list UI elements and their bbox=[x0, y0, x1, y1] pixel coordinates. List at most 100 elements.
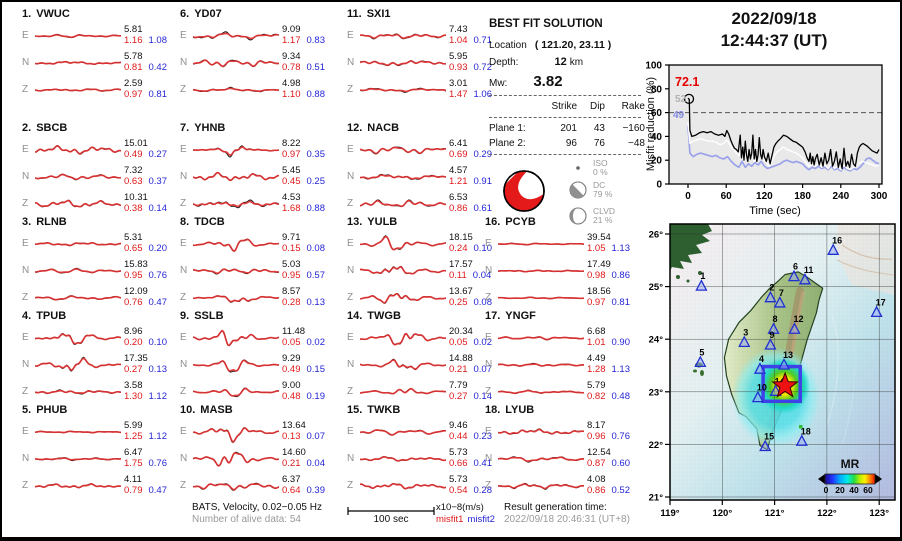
trace-values: 2.59 0.97 0.81 bbox=[124, 78, 167, 100]
synthetic-trace bbox=[35, 267, 121, 273]
amplitude-value: 10.31 bbox=[124, 192, 148, 203]
plane1-label: Plane 1: bbox=[489, 123, 526, 134]
amplitude-value: 12.54 bbox=[587, 447, 611, 458]
misfit1-value: 0.25 bbox=[449, 296, 468, 308]
station-triangle-icon bbox=[827, 243, 840, 255]
misfit1-value: 0.87 bbox=[587, 457, 606, 469]
trace-values: 5.45 0.45 0.25 bbox=[282, 165, 325, 187]
channel-label: E bbox=[347, 144, 354, 155]
clvd-pct: 21 % bbox=[593, 215, 613, 225]
waveform-row: N 12.54 0.87 0.60 bbox=[485, 445, 643, 472]
waveform-row: E 8.17 0.96 0.76 bbox=[485, 418, 643, 445]
station-triangle-icon bbox=[773, 296, 786, 308]
station-number: 13. bbox=[347, 216, 363, 228]
waveform-row: E 18.15 0.24 0.10 bbox=[347, 230, 505, 257]
misfit2-value: 0.83 bbox=[306, 34, 326, 46]
amplitude-value: 9.00 bbox=[282, 380, 301, 391]
origin-date: 2022/09/18 bbox=[731, 9, 817, 28]
station-triangle-icon bbox=[764, 290, 777, 303]
waveform-trace bbox=[498, 455, 584, 463]
amplitude-value: 4.53 bbox=[282, 192, 301, 203]
plane2-row: Plane 2: 96 76 −48 bbox=[489, 136, 647, 151]
station-title: 16. PCYB bbox=[485, 216, 643, 230]
station-title: 17. YNGF bbox=[485, 310, 643, 324]
misfit-values: 0.38 0.14 bbox=[124, 203, 167, 215]
amplitude-value: 9.46 bbox=[449, 420, 468, 431]
plane2-dip: 76 bbox=[593, 138, 605, 149]
amplitude-value: 8.22 bbox=[282, 138, 301, 149]
misfit2-value: 0.41 bbox=[473, 457, 493, 469]
misfit1-value: 0.66 bbox=[449, 457, 468, 469]
waveform-trace bbox=[360, 146, 446, 154]
misfit-series-blue bbox=[687, 125, 880, 172]
misfit-values: 1.05 1.13 bbox=[587, 243, 630, 255]
misfit1-value: 1.25 bbox=[124, 430, 143, 442]
channel-label: N bbox=[347, 265, 355, 276]
misfit-reduction-chart: 0 20 40 60 80 100 0 60 120 180 240 300 72.1 52 49 T… bbox=[645, 61, 887, 218]
synthetic-trace bbox=[35, 482, 121, 488]
misfit1-value: 1.47 bbox=[449, 88, 468, 100]
channel-rows: E 5.81 1.16 1.08 N 5.78 0.81 0.42 Z 2.59 0… bbox=[22, 22, 180, 103]
waveform-trace bbox=[498, 242, 584, 246]
synthetic-trace bbox=[498, 455, 584, 462]
trace-values: 6.53 0.86 0.61 bbox=[449, 192, 492, 214]
station-triangle-icon bbox=[788, 322, 801, 334]
synthetic-trace bbox=[35, 430, 121, 433]
misfit1-value: 1.68 bbox=[282, 202, 301, 214]
waveform-row: N 14.88 0.21 0.07 bbox=[347, 351, 505, 378]
misfit2-value: 0.57 bbox=[306, 269, 326, 281]
misfit2-value: 0.37 bbox=[148, 175, 168, 187]
station-number: 8. bbox=[180, 216, 190, 228]
waveform-row: N 14.60 0.21 0.04 bbox=[180, 445, 338, 472]
waveform-row: Z 3.58 1.30 1.12 bbox=[22, 378, 180, 405]
misfit2-value: 0.29 bbox=[473, 148, 493, 160]
clvd-beachball-icon bbox=[569, 207, 587, 225]
channel-label: E bbox=[22, 144, 29, 155]
station-block: 12. NACB E 6.41 0.69 0.29 N 4.57 1.21 0.91 … bbox=[347, 122, 505, 217]
waveform-trace bbox=[35, 199, 121, 208]
dc-label: DC bbox=[593, 179, 606, 190]
amplitude-value: 20.34 bbox=[449, 326, 473, 337]
synthetic-trace bbox=[193, 426, 279, 443]
misfit-values: 0.66 0.41 bbox=[449, 457, 493, 470]
trace-values: 5.99 1.25 1.12 bbox=[124, 420, 167, 442]
misfit-values: 0.28 0.13 bbox=[282, 297, 325, 309]
misfit-values: 0.11 0.04 bbox=[449, 270, 491, 282]
waveform-trace bbox=[193, 58, 279, 67]
waveform-row: N 5.78 0.81 0.42 bbox=[22, 49, 180, 76]
synthetic-trace bbox=[193, 267, 279, 274]
waveform-trace bbox=[360, 358, 446, 370]
amplitude-value: 9.09 bbox=[282, 24, 301, 35]
waveform-trace bbox=[360, 59, 446, 66]
lat-tick-label: 26° bbox=[649, 230, 664, 241]
third-misfit-value: 49 bbox=[673, 110, 685, 121]
waveform-row: E 9.46 0.44 0.23 bbox=[347, 418, 505, 445]
y-tick-label: 0 bbox=[656, 180, 662, 191]
misfit-values: 0.96 0.76 bbox=[587, 431, 630, 443]
trace-values: 20.34 0.05 0.02 bbox=[449, 326, 492, 348]
waveform-row: E 7.43 1.04 0.71 bbox=[347, 22, 505, 49]
trace-values: 4.53 1.68 0.88 bbox=[282, 192, 325, 214]
focal-mechanism-beachball-icon bbox=[503, 170, 545, 212]
misfit1-value: 1.10 bbox=[282, 88, 301, 100]
synthetic-trace bbox=[498, 428, 584, 435]
station-block: 18. LYUB E 8.17 0.96 0.76 N 12.54 0.87 0.60… bbox=[485, 404, 643, 499]
waveform-trace bbox=[498, 335, 584, 340]
waveform-row: N 5.73 0.66 0.41 bbox=[347, 445, 505, 472]
misfit-values: 0.49 0.27 bbox=[124, 149, 167, 161]
channel-rows: E 5.31 0.65 0.20 N 15.83 0.95 0.76 Z 12.09… bbox=[22, 230, 180, 311]
channel-label: E bbox=[22, 238, 29, 249]
station-number: 5. bbox=[22, 404, 32, 416]
amplitude-value: 8.96 bbox=[124, 326, 143, 337]
misfit-values: 0.27 0.13 bbox=[124, 364, 167, 376]
trace-values: 5.73 0.66 0.41 bbox=[449, 447, 493, 470]
station-name: YD07 bbox=[194, 8, 222, 20]
misfit1-value: 0.79 bbox=[124, 484, 143, 496]
observed-trace bbox=[193, 426, 279, 443]
misfit1-value: 0.15 bbox=[282, 242, 301, 254]
waveform-row: Z 6.37 0.64 0.39 bbox=[180, 472, 338, 499]
colorbar-title: MR bbox=[841, 457, 860, 471]
alive-data-count: Number of alive data: 54 bbox=[192, 514, 301, 525]
trace-values: 7.43 1.04 0.71 bbox=[449, 24, 492, 46]
misfit1-value: 0.78 bbox=[282, 61, 301, 73]
